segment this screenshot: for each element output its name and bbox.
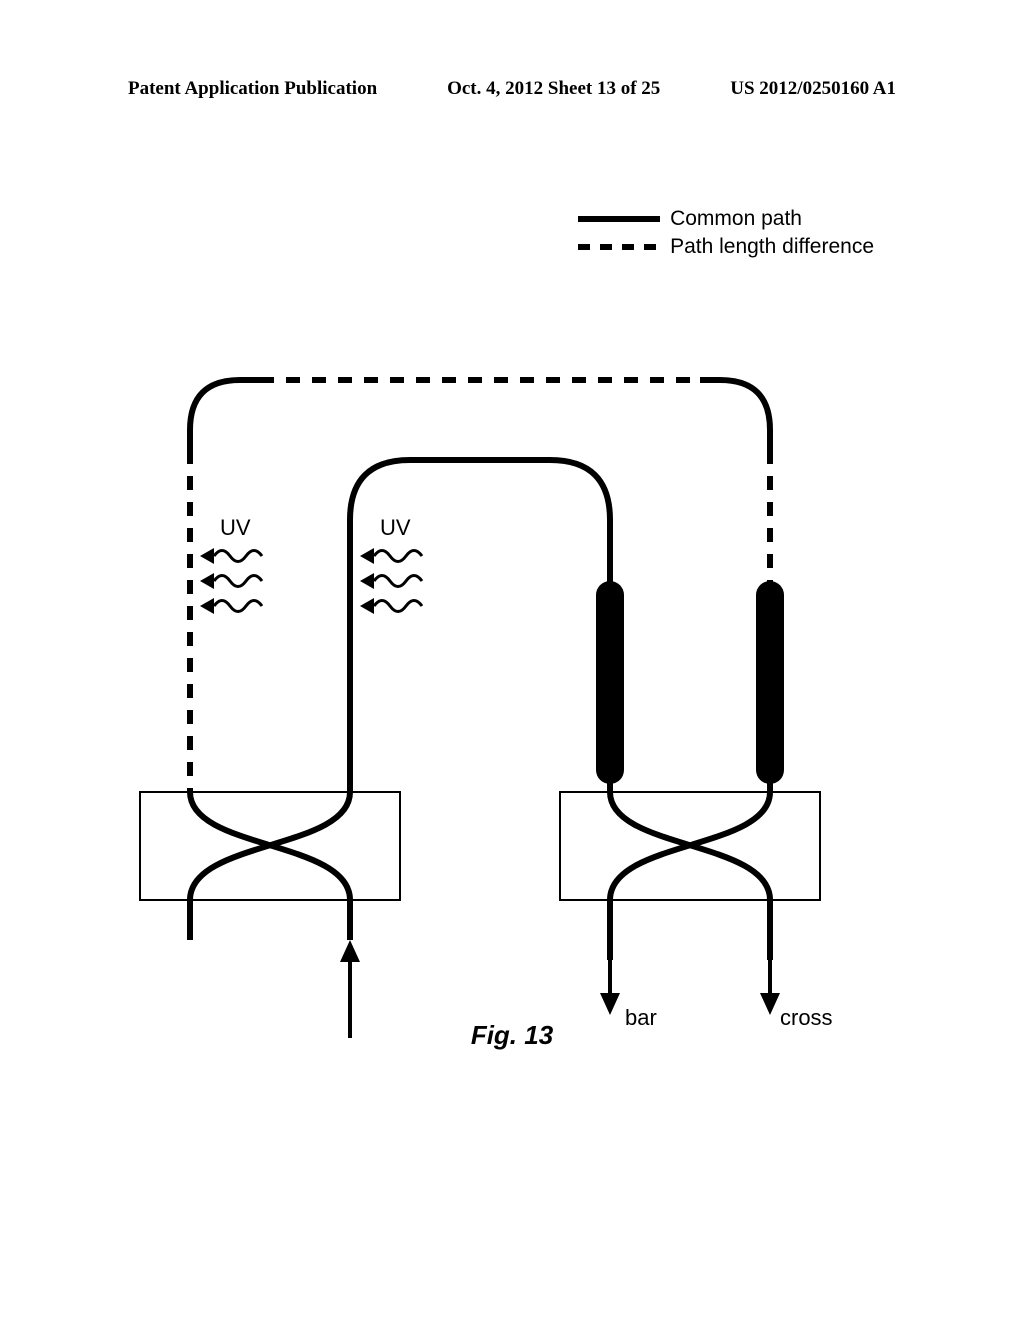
outer-loop [190, 380, 770, 792]
legend-dashed-label: Path length difference [670, 235, 874, 259]
header-right: US 2012/0250160 A1 [730, 78, 896, 100]
header-mid: Oct. 4, 2012 Sheet 13 of 25 [447, 78, 660, 100]
input-arrow-head [340, 940, 360, 962]
cross-arrow-head [760, 993, 780, 1015]
wave-arrow-icon [200, 595, 270, 617]
bar-arrow-head [600, 993, 620, 1015]
wave-arrow-icon [200, 570, 270, 592]
legend-dashed-swatch [578, 244, 660, 250]
legend-row-dashed: Path length difference [578, 233, 874, 261]
wave-arrow-icon [360, 595, 430, 617]
page-header: Patent Application Publication Oct. 4, 2… [0, 78, 1024, 100]
uv-label-1: UV [220, 515, 251, 541]
wave-arrow-icon [360, 570, 430, 592]
coupler-right-b [610, 792, 770, 900]
header-left: Patent Application Publication [128, 78, 377, 100]
uv-label-2: UV [380, 515, 411, 541]
figure-diagram: UV UV bar cross [120, 340, 920, 1000]
legend: Common path Path length difference [578, 205, 874, 261]
wave-arrow-icon [360, 545, 430, 567]
legend-solid-swatch [578, 216, 660, 222]
coupler-left-b [190, 792, 350, 900]
inner-loop [350, 460, 610, 792]
diagram-svg [120, 340, 920, 1040]
wave-arrow-icon [200, 545, 270, 567]
legend-row-solid: Common path [578, 205, 874, 233]
legend-solid-label: Common path [670, 207, 802, 231]
figure-caption: Fig. 13 [0, 1020, 1024, 1051]
